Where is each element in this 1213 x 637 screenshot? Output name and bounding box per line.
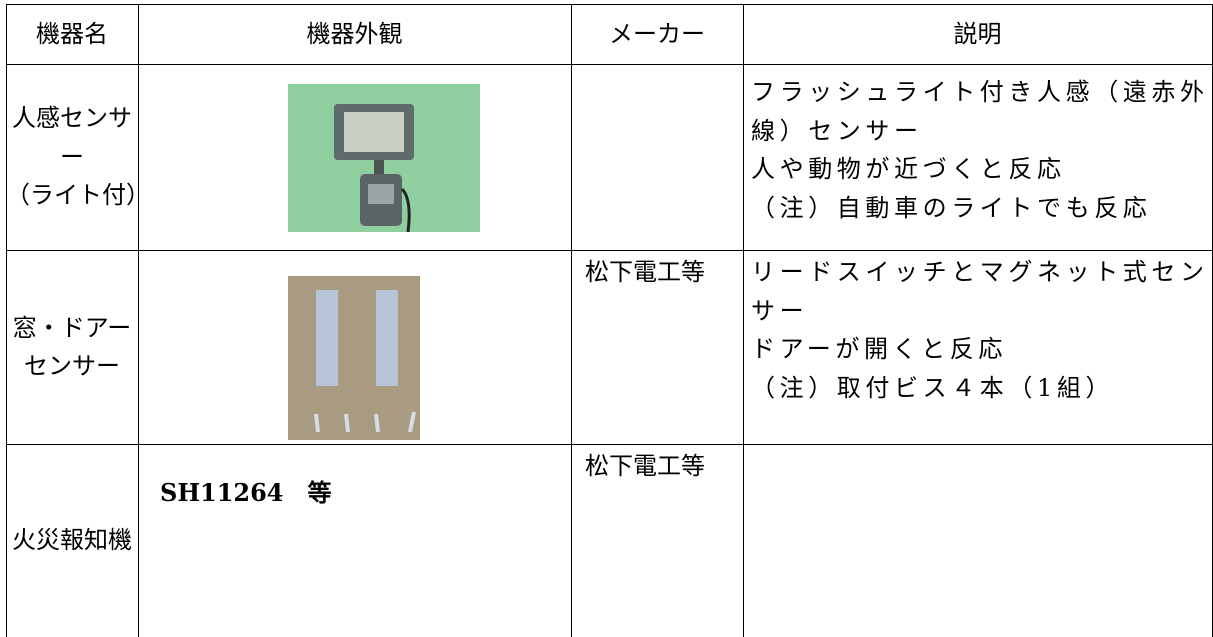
rule	[6, 4, 1212, 5]
name-line: センサー	[24, 352, 120, 380]
rule	[6, 250, 1212, 251]
name-line: （ライト付）	[6, 181, 150, 210]
rule	[571, 4, 572, 637]
appearance-cell: SH11264 等	[160, 478, 332, 507]
description-cell: リードスイッチとマグネット式センサー ドアーが開くと反応 （注）取付ビス４本（1…	[751, 253, 1213, 407]
maker-cell: 松下電工等	[585, 258, 705, 286]
name-cell: 火災報知機	[6, 444, 138, 637]
rule	[138, 4, 139, 637]
maker-cell: 松下電工等	[585, 452, 705, 480]
rule	[6, 444, 1212, 445]
name-line: 窓・ドアー	[12, 313, 132, 342]
photo-floodlight	[288, 84, 480, 232]
name-cell: 人感センサー （ライト付）	[6, 64, 150, 250]
description-line: （注）自動車のライトでも反応	[751, 193, 1152, 222]
description-line: 人や動物が近づくと反応	[751, 155, 1066, 183]
description-line: フラッシュライト付き人感（遠赤外線）センサー	[751, 78, 1209, 145]
rule	[6, 64, 1212, 65]
name-line: 火災報知機	[12, 526, 132, 555]
rule	[6, 4, 7, 637]
header-cell: 説明	[953, 19, 1002, 48]
name-line: 人感センサー	[12, 104, 132, 171]
description-line: リードスイッチとマグネット式センサー	[751, 258, 1209, 325]
rule	[743, 4, 744, 637]
description-line: （注）取付ビス４本（1組）	[751, 373, 1115, 402]
header-cell: メーカー	[609, 19, 705, 48]
name-cell: 窓・ドアー センサー	[6, 250, 138, 444]
description-line: ドアーが開くと反応	[751, 335, 1007, 363]
description-cell: フラッシュライト付き人感（遠赤外線）センサー 人や動物が近づくと反応 （注）自動…	[751, 73, 1213, 227]
header-cell: 機器名	[36, 19, 108, 48]
photo-door-sensor	[288, 276, 420, 440]
header-cell: 機器外観	[306, 19, 403, 48]
